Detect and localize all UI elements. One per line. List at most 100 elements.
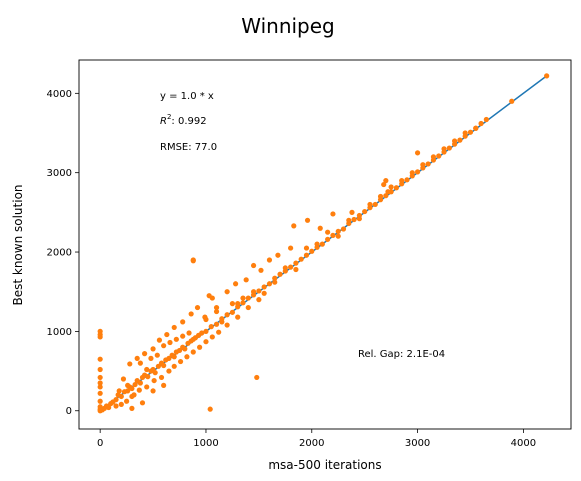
data-point xyxy=(288,245,294,251)
data-point xyxy=(288,264,294,270)
data-point xyxy=(127,361,133,367)
data-point xyxy=(349,209,355,215)
data-point xyxy=(116,388,122,394)
data-point xyxy=(372,201,378,208)
data-point xyxy=(240,300,246,306)
data-point xyxy=(113,403,119,409)
data-point xyxy=(166,355,172,361)
data-point xyxy=(446,145,452,151)
data-point xyxy=(132,381,138,388)
data-point xyxy=(261,284,267,290)
data-point xyxy=(317,225,323,231)
data-point xyxy=(145,374,151,380)
data-point xyxy=(377,193,384,200)
data-point xyxy=(156,337,163,343)
data-point xyxy=(291,223,297,229)
data-point xyxy=(194,304,201,311)
data-point xyxy=(158,374,165,381)
data-point xyxy=(243,277,249,283)
relative-gap: Rel. Gap: 2.1E-04 xyxy=(358,349,445,360)
data-point xyxy=(399,178,405,184)
data-point xyxy=(120,376,127,382)
data-point xyxy=(203,316,209,323)
data-point xyxy=(166,368,172,374)
data-point xyxy=(203,339,209,345)
data-point xyxy=(106,404,112,411)
data-point xyxy=(483,116,489,123)
data-point xyxy=(190,258,196,264)
data-point xyxy=(224,312,230,318)
data-point xyxy=(97,390,103,396)
data-point xyxy=(219,319,225,325)
plot-frame xyxy=(78,59,572,430)
data-point xyxy=(186,330,192,336)
data-point xyxy=(235,314,241,320)
data-point xyxy=(124,398,130,404)
x-tick-label: 2000 xyxy=(299,438,324,449)
data-point xyxy=(304,217,311,223)
data-point xyxy=(125,388,131,394)
data-point xyxy=(457,137,463,143)
data-point xyxy=(142,351,148,357)
data-point xyxy=(414,169,421,175)
data-point xyxy=(452,138,458,144)
data-point xyxy=(148,355,154,361)
data-point xyxy=(161,362,167,369)
x-tick-label: 1000 xyxy=(193,438,218,449)
data-point xyxy=(362,208,368,215)
x-axis-label: msa-500 iterations xyxy=(268,458,381,472)
data-point xyxy=(197,344,203,350)
data-point xyxy=(209,295,215,301)
y-tick-label: 3000 xyxy=(47,168,72,179)
data-point xyxy=(250,262,257,269)
data-point xyxy=(272,275,278,281)
data-point xyxy=(208,324,214,330)
y-tick-label: 0 xyxy=(66,406,72,417)
data-point xyxy=(171,354,177,360)
data-point xyxy=(319,241,325,247)
data-point xyxy=(436,153,442,159)
y-tick-label: 2000 xyxy=(47,248,72,259)
data-point xyxy=(164,331,170,338)
data-point xyxy=(97,356,103,362)
data-point xyxy=(325,236,331,242)
data-point xyxy=(473,125,479,131)
data-point xyxy=(171,324,177,331)
x-tick-label: 4000 xyxy=(511,438,536,449)
data-point xyxy=(393,185,400,191)
data-point xyxy=(224,322,230,328)
data-point xyxy=(250,289,257,295)
data-point xyxy=(340,226,347,232)
r-squared-value: : 0.992 xyxy=(171,116,206,127)
annotations: y = 1.0 * x R2: 0.992 RMSE: 77.0 Rel. Ga… xyxy=(160,91,445,360)
data-point xyxy=(154,352,160,358)
data-point xyxy=(137,360,143,366)
data-point xyxy=(462,130,468,136)
data-point xyxy=(414,150,421,156)
data-point xyxy=(176,347,183,354)
data-point xyxy=(150,388,156,394)
data-point xyxy=(293,260,299,266)
data-point xyxy=(385,189,391,195)
data-point xyxy=(199,330,205,336)
data-point xyxy=(409,170,415,176)
data-point xyxy=(207,406,213,412)
data-point xyxy=(150,346,156,352)
axis-ticks: 0 1000 2000 3000 4000 0 1000 2000 3000 4000 xyxy=(47,89,537,449)
data-point xyxy=(184,354,190,360)
data-point xyxy=(134,355,140,361)
data-point xyxy=(144,384,150,390)
data-point xyxy=(467,129,474,135)
data-point xyxy=(182,346,188,352)
data-point xyxy=(478,120,484,127)
data-point xyxy=(351,216,357,223)
chart-title: Winnipeg xyxy=(241,14,335,38)
data-point xyxy=(330,232,336,238)
data-point xyxy=(97,331,103,338)
data-point xyxy=(544,73,550,79)
data-point xyxy=(125,382,131,388)
data-point xyxy=(245,295,251,301)
data-point xyxy=(137,380,143,386)
data-point xyxy=(388,184,394,190)
data-point xyxy=(356,216,362,222)
